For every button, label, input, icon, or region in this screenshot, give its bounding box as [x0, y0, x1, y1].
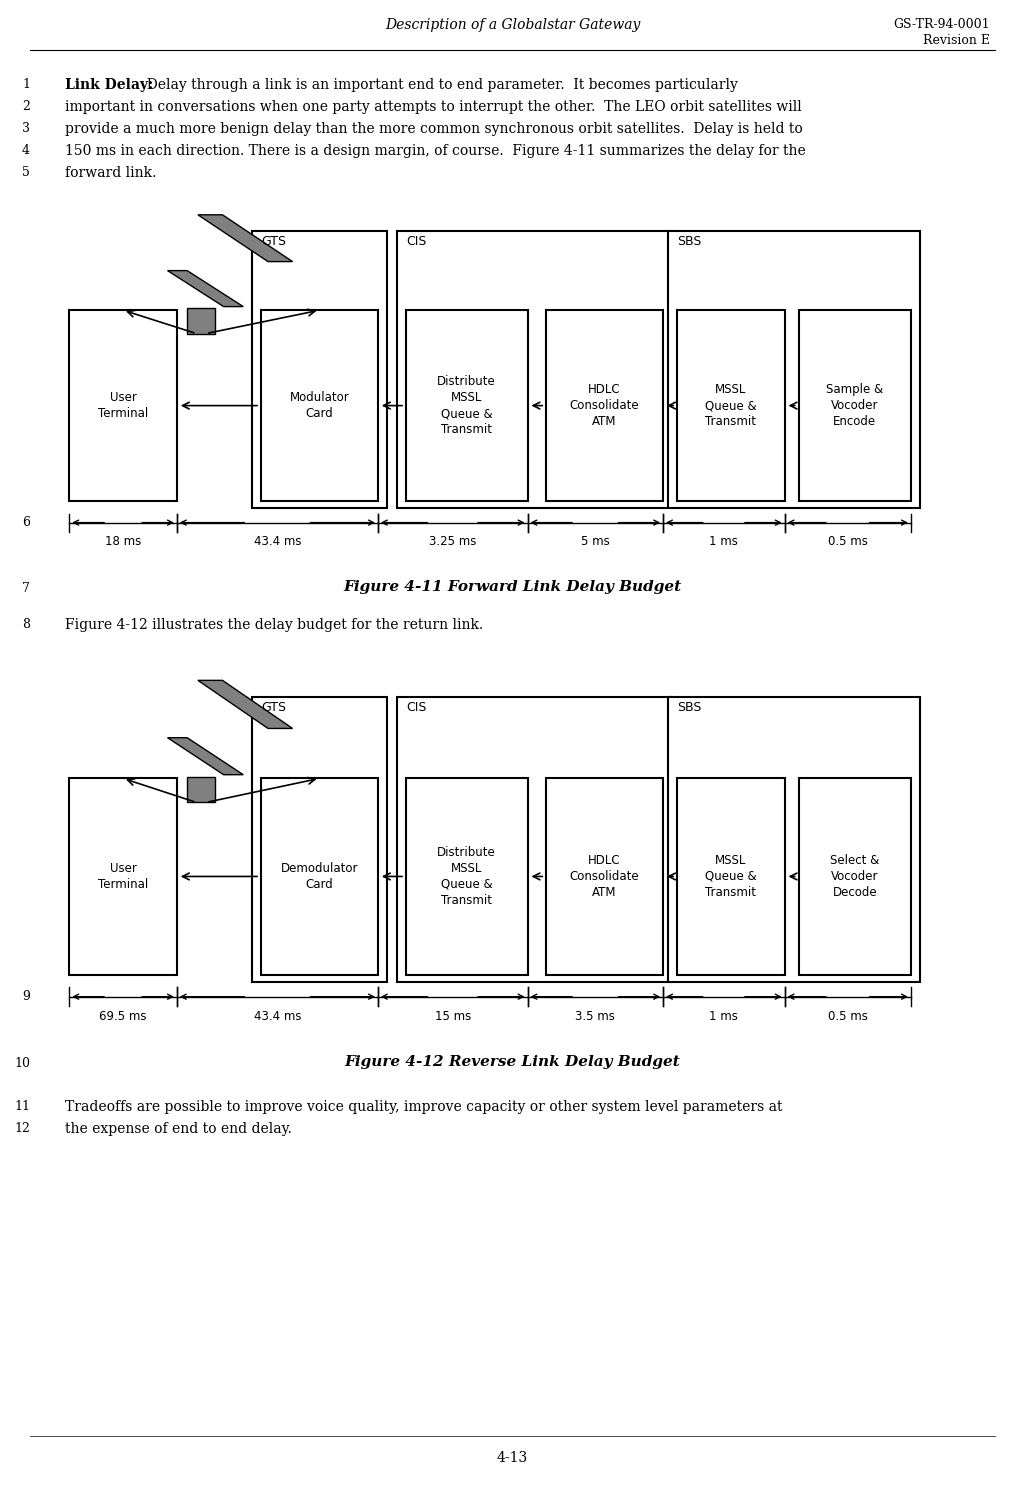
- Text: 9: 9: [23, 990, 30, 1003]
- Text: 11: 11: [14, 1100, 30, 1112]
- Text: 1 ms: 1 ms: [709, 535, 738, 549]
- Text: Tradeoffs are possible to improve voice quality, improve capacity or other syste: Tradeoffs are possible to improve voice …: [65, 1100, 782, 1114]
- Text: SBS: SBS: [678, 701, 701, 714]
- Text: User
Terminal: User Terminal: [98, 862, 149, 892]
- Text: GTS: GTS: [261, 234, 286, 248]
- Bar: [188, 309, 215, 334]
- Text: 15 ms: 15 ms: [435, 1009, 470, 1023]
- Text: 0.5 ms: 0.5 ms: [828, 535, 868, 549]
- Bar: [798, 778, 911, 975]
- Text: CIS: CIS: [406, 234, 426, 248]
- Text: Delay through a link is an important end to end parameter.  It becomes particula: Delay through a link is an important end…: [138, 78, 738, 92]
- Bar: [70, 778, 177, 975]
- Text: Demodulator
Card: Demodulator Card: [281, 862, 358, 892]
- Text: 1 ms: 1 ms: [709, 1009, 738, 1023]
- Bar: [406, 310, 528, 501]
- Text: CIS: CIS: [406, 701, 426, 714]
- Bar: [397, 231, 672, 508]
- Text: Link Delay:: Link Delay:: [65, 78, 154, 92]
- Text: 0.5 ms: 0.5 ms: [828, 1009, 868, 1023]
- Text: 3.25 ms: 3.25 ms: [429, 535, 477, 549]
- Polygon shape: [198, 680, 292, 729]
- Text: 7: 7: [23, 581, 30, 595]
- Text: Figure 4-11 Forward Link Delay Budget: Figure 4-11 Forward Link Delay Budget: [343, 580, 682, 593]
- Text: 8: 8: [22, 617, 30, 631]
- Bar: [667, 231, 920, 508]
- Text: 3: 3: [22, 122, 30, 136]
- Text: GS-TR-94-0001: GS-TR-94-0001: [894, 18, 990, 31]
- Text: Distribute
MSSL
Queue &
Transmit: Distribute MSSL Queue & Transmit: [438, 845, 496, 907]
- Text: 6: 6: [22, 516, 30, 529]
- Text: Revision E: Revision E: [922, 34, 990, 48]
- Text: 1: 1: [22, 78, 30, 91]
- Bar: [397, 696, 672, 983]
- Text: 2: 2: [23, 100, 30, 113]
- Bar: [252, 696, 387, 983]
- Text: 4-13: 4-13: [497, 1451, 528, 1466]
- Text: Select &
Vocoder
Decode: Select & Vocoder Decode: [830, 854, 879, 899]
- Text: 18 ms: 18 ms: [105, 535, 141, 549]
- Text: 5 ms: 5 ms: [581, 535, 610, 549]
- Text: MSSL
Queue &
Transmit: MSSL Queue & Transmit: [705, 854, 756, 899]
- Text: MSSL
Queue &
Transmit: MSSL Queue & Transmit: [705, 383, 756, 428]
- Polygon shape: [167, 270, 243, 307]
- Text: important in conversations when one party attempts to interrupt the other.  The : important in conversations when one part…: [65, 100, 802, 113]
- Text: the expense of end to end delay.: the expense of end to end delay.: [65, 1123, 292, 1136]
- Text: Sample &
Vocoder
Encode: Sample & Vocoder Encode: [826, 383, 884, 428]
- Text: Figure 4-12 illustrates the delay budget for the return link.: Figure 4-12 illustrates the delay budget…: [65, 617, 483, 632]
- Bar: [252, 231, 387, 508]
- Text: Modulator
Card: Modulator Card: [290, 391, 350, 420]
- Text: forward link.: forward link.: [65, 166, 157, 180]
- Text: 43.4 ms: 43.4 ms: [253, 1009, 301, 1023]
- Text: Description of a Globalstar Gateway: Description of a Globalstar Gateway: [384, 18, 641, 31]
- Text: GTS: GTS: [261, 701, 286, 714]
- Text: 69.5 ms: 69.5 ms: [99, 1009, 147, 1023]
- Bar: [188, 777, 215, 802]
- Polygon shape: [167, 738, 243, 775]
- Text: 3.5 ms: 3.5 ms: [575, 1009, 615, 1023]
- Bar: [678, 778, 784, 975]
- Bar: [406, 778, 528, 975]
- Bar: [546, 778, 663, 975]
- Bar: [261, 310, 378, 501]
- Text: provide a much more benign delay than the more common synchronous orbit satellit: provide a much more benign delay than th…: [65, 122, 803, 136]
- Bar: [667, 696, 920, 983]
- Text: 10: 10: [14, 1057, 30, 1071]
- Polygon shape: [198, 215, 292, 261]
- Text: HDLC
Consolidate
ATM: HDLC Consolidate ATM: [570, 383, 640, 428]
- Bar: [546, 310, 663, 501]
- Bar: [798, 310, 911, 501]
- Text: 4: 4: [22, 145, 30, 157]
- Text: Figure 4-12 Reverse Link Delay Budget: Figure 4-12 Reverse Link Delay Budget: [344, 1056, 681, 1069]
- Bar: [261, 778, 378, 975]
- Text: 150 ms in each direction. There is a design margin, of course.  Figure 4-11 summ: 150 ms in each direction. There is a des…: [65, 145, 806, 158]
- Text: User
Terminal: User Terminal: [98, 391, 149, 420]
- Bar: [678, 310, 784, 501]
- Text: SBS: SBS: [678, 234, 701, 248]
- Text: 43.4 ms: 43.4 ms: [253, 535, 301, 549]
- Text: 12: 12: [14, 1123, 30, 1135]
- Text: HDLC
Consolidate
ATM: HDLC Consolidate ATM: [570, 854, 640, 899]
- Text: Distribute
MSSL
Queue &
Transmit: Distribute MSSL Queue & Transmit: [438, 376, 496, 435]
- Text: 5: 5: [23, 166, 30, 179]
- Bar: [70, 310, 177, 501]
